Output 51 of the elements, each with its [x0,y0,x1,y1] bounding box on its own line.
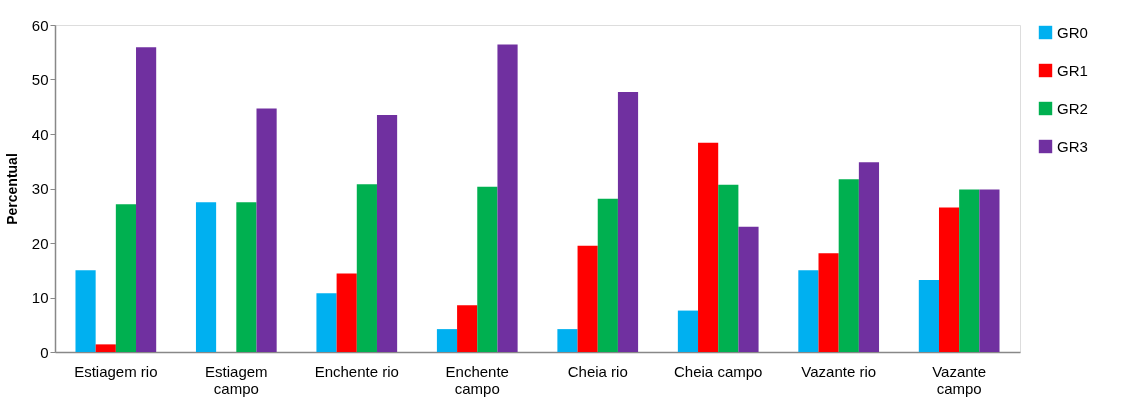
x-tick-label: Enchente campo [445,362,509,397]
y-tick-label: 50 [31,71,49,88]
y-tick-label: 60 [31,16,49,34]
legend-label: GR0 [1057,23,1088,41]
bar [798,270,819,352]
x-tick-label: Estiagem rio [74,362,158,380]
bar [457,305,478,352]
bar [75,270,96,352]
bar [115,204,137,352]
bar [356,184,377,352]
bar [436,329,458,352]
bar [477,186,498,352]
x-tick-label: Cheia campo [674,362,763,380]
legend-label: GR3 [1057,137,1088,155]
y-axis-title: Percentual [3,153,20,225]
bar [979,189,1000,352]
bar [316,293,337,352]
bar [577,245,598,352]
x-tick-label: Vazante campo [932,362,987,397]
bar [376,114,398,352]
y-tick-label: 10 [31,289,49,306]
bar [918,280,939,352]
bar [858,162,880,352]
bar [236,202,257,352]
bar [938,207,960,352]
y-tick-label: 40 [31,125,49,143]
bar [677,310,699,352]
bar [557,329,578,352]
y-tick-label: 20 [31,234,49,252]
bar [738,226,759,352]
bar [818,253,839,352]
y-tick-label: 0 [40,343,49,361]
x-tick-label: Cheia rio [567,362,628,380]
bar [136,47,157,352]
x-tick-label: Estiagem campo [205,362,268,397]
bar [698,142,719,352]
x-tick-label: Enchente rio [314,362,399,380]
bar [718,184,739,352]
y-tick-label: 30 [31,180,49,197]
bar [95,344,116,352]
x-tick-label: Vazante rio [801,362,877,380]
bar [617,92,639,352]
bar [195,202,217,352]
bar [597,198,618,352]
bar [838,179,859,352]
bar [497,44,518,352]
bar [256,108,277,352]
legend-label: GR1 [1057,61,1088,79]
bar [959,189,980,352]
legend-label: GR2 [1057,99,1088,117]
bar [336,273,357,352]
